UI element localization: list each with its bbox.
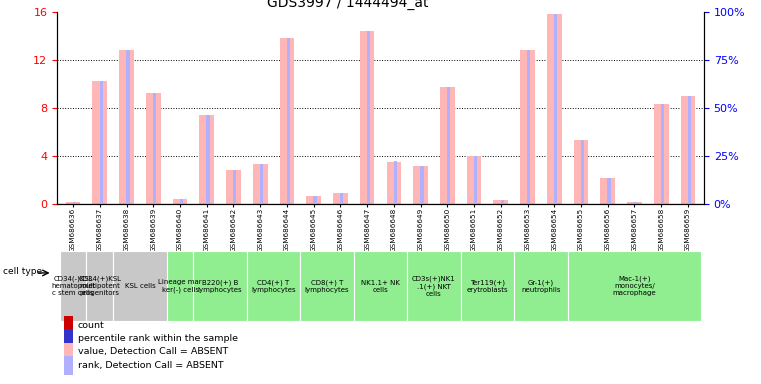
Bar (119, 50, 134, 204)
Text: percentile rank within the sample: percentile rank within the sample (78, 334, 237, 343)
Text: KSL cells: KSL cells (125, 283, 155, 289)
Bar (333, 193, 348, 204)
Bar (146, 93, 161, 204)
Bar (63, 356, 73, 375)
Text: rank, Detection Call = ABSENT: rank, Detection Call = ABSENT (78, 361, 224, 370)
Text: Ter119(+)
erytroblasts: Ter119(+) erytroblasts (466, 279, 508, 293)
Bar (173, 199, 187, 204)
Bar (574, 140, 588, 204)
Text: Gr-1(+)
neutrophils: Gr-1(+) neutrophils (521, 279, 561, 293)
Text: value, Detection Call = ABSENT: value, Detection Call = ABSENT (78, 348, 228, 356)
Bar (279, 38, 295, 204)
Bar (253, 164, 268, 204)
Text: CD4(+) T
lymphocytes: CD4(+) T lymphocytes (251, 279, 296, 293)
Bar (568, 251, 701, 321)
Bar (314, 196, 317, 204)
Bar (199, 115, 214, 204)
Bar (206, 115, 210, 204)
Bar (63, 316, 73, 334)
Bar (87, 251, 113, 321)
Bar (661, 104, 664, 204)
Bar (340, 193, 343, 204)
Bar (527, 50, 530, 204)
Bar (554, 14, 557, 204)
Bar (447, 87, 451, 204)
Bar (100, 81, 103, 204)
Bar (287, 38, 290, 204)
Bar (233, 170, 237, 204)
Bar (493, 200, 508, 204)
Bar (307, 196, 321, 204)
Text: CD34(+)KSL
multipotent
progenitors: CD34(+)KSL multipotent progenitors (78, 276, 121, 296)
Bar (407, 251, 460, 321)
Bar (514, 251, 568, 321)
Text: count: count (78, 321, 104, 329)
Bar (634, 202, 638, 204)
Bar (93, 81, 107, 204)
Bar (680, 96, 696, 204)
Bar (654, 104, 668, 204)
Bar (393, 161, 396, 204)
Bar (126, 50, 129, 204)
Text: CD34(-)KSL
hematopoiet
c stem cells: CD34(-)KSL hematopoiet c stem cells (51, 276, 95, 296)
Bar (193, 251, 247, 321)
Bar (354, 251, 407, 321)
Bar (460, 251, 514, 321)
Bar (521, 50, 535, 204)
Text: Mac-1(+)
monocytes/
macrophage: Mac-1(+) monocytes/ macrophage (613, 276, 656, 296)
Bar (247, 251, 301, 321)
Bar (387, 162, 401, 204)
Text: CD3s(+)NK1
.1(+) NKT
cells: CD3s(+)NK1 .1(+) NKT cells (412, 276, 456, 296)
Bar (301, 251, 354, 321)
Bar (153, 93, 156, 204)
Bar (501, 200, 504, 204)
Bar (600, 178, 615, 204)
Bar (440, 87, 454, 204)
Bar (167, 251, 193, 321)
Bar (420, 166, 424, 204)
Bar (547, 14, 562, 204)
Bar (73, 202, 76, 204)
Bar (688, 96, 691, 204)
Bar (226, 170, 240, 204)
Text: B220(+) B
lymphocytes: B220(+) B lymphocytes (198, 279, 243, 293)
Bar (63, 329, 73, 348)
Bar (360, 31, 374, 204)
Bar (627, 202, 642, 204)
Text: NK1.1+ NK
cells: NK1.1+ NK cells (361, 280, 400, 293)
Bar (607, 178, 610, 204)
Bar (60, 251, 87, 321)
Title: GDS3997 / 1444494_at: GDS3997 / 1444494_at (267, 0, 429, 10)
Text: cell type: cell type (3, 267, 42, 276)
Bar (63, 343, 73, 361)
Bar (65, 202, 81, 204)
Bar (113, 251, 167, 321)
Text: CD8(+) T
lymphocytes: CD8(+) T lymphocytes (304, 279, 349, 293)
Bar (474, 156, 477, 204)
Bar (260, 164, 263, 204)
Bar (466, 156, 482, 204)
Bar (581, 140, 584, 204)
Bar (180, 199, 183, 204)
Text: Lineage mar
ker(-) cells: Lineage mar ker(-) cells (158, 279, 202, 293)
Bar (367, 31, 370, 204)
Bar (413, 166, 428, 204)
